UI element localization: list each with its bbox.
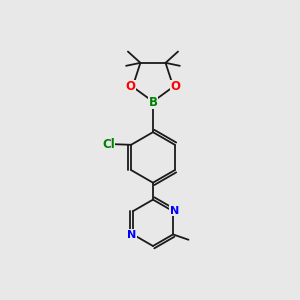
Text: O: O [126,80,136,93]
Text: B: B [148,96,158,109]
Text: Cl: Cl [102,138,115,151]
Text: N: N [127,230,136,240]
Text: O: O [170,80,180,93]
Text: N: N [169,206,179,216]
